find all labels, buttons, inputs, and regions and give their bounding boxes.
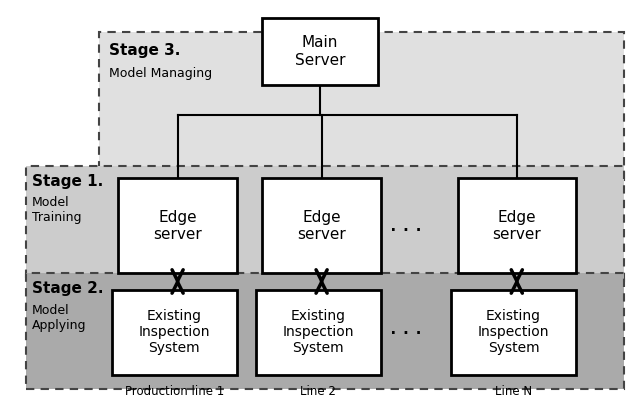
FancyBboxPatch shape: [262, 18, 378, 85]
FancyBboxPatch shape: [26, 166, 624, 281]
Text: Stage 2.: Stage 2.: [32, 281, 104, 296]
Text: Existing
Inspection
System: Existing Inspection System: [139, 309, 210, 355]
FancyBboxPatch shape: [256, 290, 381, 375]
FancyBboxPatch shape: [112, 290, 237, 375]
Text: Model Managing: Model Managing: [109, 67, 212, 80]
FancyBboxPatch shape: [118, 178, 237, 273]
FancyBboxPatch shape: [99, 32, 624, 180]
Text: ...: ...: [387, 318, 426, 338]
FancyBboxPatch shape: [458, 178, 576, 273]
Text: Edge
server: Edge server: [153, 210, 202, 242]
Text: Main
Server: Main Server: [295, 36, 345, 68]
Text: Production line 1: Production line 1: [125, 385, 224, 398]
FancyBboxPatch shape: [451, 290, 576, 375]
Text: Existing
Inspection
System: Existing Inspection System: [478, 309, 549, 355]
Text: Stage 3.: Stage 3.: [109, 43, 180, 58]
Text: Edge
server: Edge server: [492, 210, 541, 242]
Text: Line N: Line N: [495, 385, 532, 398]
FancyBboxPatch shape: [26, 273, 624, 389]
Text: Edge
server: Edge server: [297, 210, 346, 242]
FancyBboxPatch shape: [262, 178, 381, 273]
Text: Line 2: Line 2: [300, 385, 337, 398]
Text: Model
Applying: Model Applying: [32, 304, 86, 332]
Text: Model
Training: Model Training: [32, 196, 81, 224]
Text: Stage 1.: Stage 1.: [32, 174, 103, 189]
Text: ...: ...: [387, 215, 426, 235]
Text: Existing
Inspection
System: Existing Inspection System: [283, 309, 354, 355]
